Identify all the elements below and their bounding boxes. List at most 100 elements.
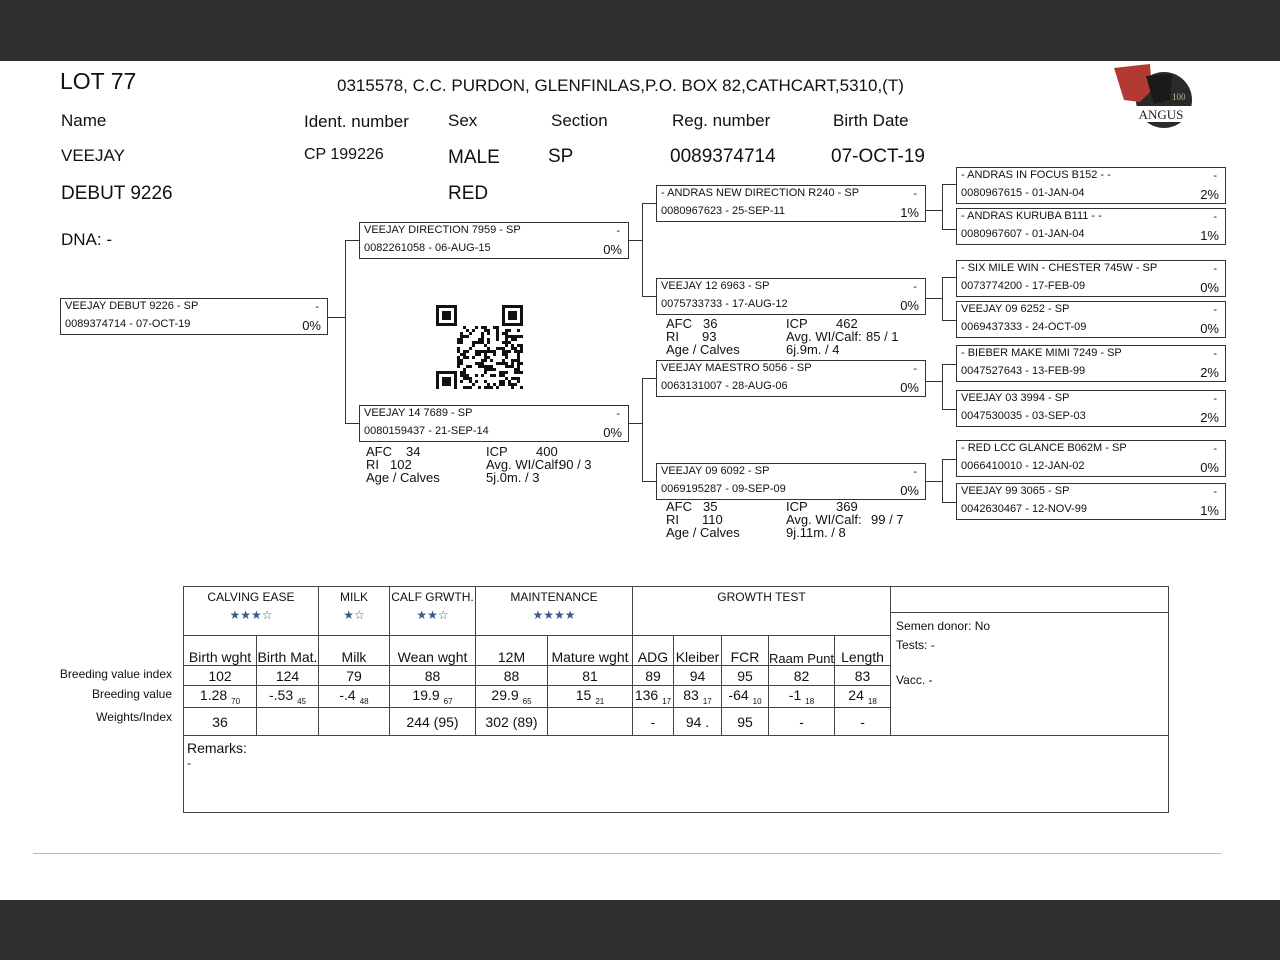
- bv-accuracy: 18: [805, 696, 815, 706]
- label-sex: Sex: [448, 111, 478, 130]
- pedigree-reg-date: 0047530035 - 03-SEP-03: [961, 410, 1086, 422]
- pedigree-percent: 1%: [1200, 503, 1219, 518]
- star-rating: ★★☆: [416, 608, 449, 622]
- pedigree-box-great-grandparent: - SIX MILE WIN - CHESTER 745W - SP - 00737…: [956, 260, 1226, 297]
- pedigree-dash: -: [1213, 348, 1217, 360]
- reg-value: 0089374714: [670, 146, 776, 167]
- column-header: Wean wght: [389, 635, 476, 666]
- pedigree-reg-date: 0063131007 - 28-AUG-06: [661, 380, 788, 392]
- tests: Tests: -: [896, 638, 935, 652]
- pedigree-box-great-grandparent: VEEJAY 99 3065 - SP - 0042630467 - 12-NOV-…: [956, 483, 1226, 520]
- bv-accuracy: 21: [595, 696, 605, 706]
- pedigree-dash: -: [1213, 443, 1217, 455]
- pedigree-box-great-grandparent: VEEJAY 03 3994 - SP - 0047530035 - 03-SEP-…: [956, 390, 1226, 427]
- stat-icp-l: ICP: [486, 444, 508, 459]
- group-header: CALVING EASE ★★★☆: [183, 586, 319, 636]
- bv-value: -.4: [339, 687, 356, 704]
- stat-avg: 99 / 7: [871, 512, 904, 527]
- weight-cell: 244 (95): [389, 707, 476, 736]
- section-value: SP: [548, 146, 574, 167]
- pedigree-dash: -: [913, 281, 917, 293]
- column-header: Raam Punt: [767, 635, 836, 666]
- pedigree-name: - ANDRAS KURUBA B111 - -: [961, 210, 1102, 222]
- stat-age: 9j.11m. / 8: [786, 525, 846, 540]
- bv-cell: 1.28 70: [183, 685, 257, 708]
- pedigree-percent: 0%: [900, 483, 919, 498]
- index-cell: 88: [389, 665, 476, 686]
- index-cell: 102: [183, 665, 257, 686]
- stat-avg-l: Avg. WI/Calf:: [786, 512, 862, 527]
- pedigree-dash: -: [913, 466, 917, 478]
- pedigree-dash: -: [1213, 393, 1217, 405]
- pedigree-name: VEEJAY DEBUT 9226 - SP: [65, 300, 199, 312]
- bv-cell: -1 18: [767, 685, 836, 708]
- stat-ri-l: RI: [666, 329, 679, 344]
- bv-cell: -.53 45: [256, 685, 319, 708]
- breeder-info: 0315578, C.C. PURDON, GLENFINLAS,P.O. BO…: [337, 76, 904, 95]
- bv-value: 24: [848, 687, 864, 704]
- bv-value: -64: [728, 687, 749, 704]
- index-cell: 124: [256, 665, 319, 686]
- bv-value: 1.28: [199, 687, 228, 704]
- label-name: Name: [61, 111, 107, 130]
- column-header: Milk: [318, 635, 390, 666]
- bv-value: -.53: [268, 687, 294, 704]
- pedigree-percent: 0%: [900, 380, 919, 395]
- pedigree-percent: 0%: [1200, 321, 1219, 336]
- index-cell: 82: [767, 665, 836, 686]
- stat-avg: 90 / 3: [559, 457, 592, 472]
- bv-accuracy: 48: [359, 696, 369, 706]
- remarks-cell: Remarks: -: [182, 735, 1170, 813]
- animal-name-1: VEEJAY: [61, 146, 125, 165]
- bv-accuracy: 18: [867, 696, 877, 706]
- pedigree-percent: 0%: [302, 318, 321, 333]
- stat-icp-l: ICP: [786, 316, 808, 331]
- pedigree-name: VEEJAY 09 6252 - SP: [961, 303, 1070, 315]
- pedigree-name: VEEJAY 99 3065 - SP: [961, 485, 1070, 497]
- pedigree-reg-date: 0089374714 - 07-OCT-19: [65, 318, 191, 330]
- pedigree-percent: 2%: [1200, 410, 1219, 425]
- dna-status: DNA: -: [61, 230, 112, 249]
- star-rating: ★☆: [343, 608, 365, 622]
- pedigree-percent: 1%: [1200, 228, 1219, 243]
- bv-cell: 24 18: [834, 685, 892, 708]
- side-info: Semen donor: No Tests: - Vacc. -: [890, 586, 1170, 736]
- pedigree-box-sire-sire: - ANDRAS NEW DIRECTION R240 - SP - 0080967…: [656, 185, 926, 222]
- column-header: FCR: [721, 635, 769, 666]
- stat-age-l: Age / Calves: [666, 525, 740, 540]
- pedigree-name: VEEJAY 12 6963 - SP: [661, 280, 770, 292]
- pedigree-reg-date: 0080159437 - 21-SEP-14: [364, 425, 489, 437]
- bv-cell: -64 10: [721, 685, 769, 708]
- group-header: CALF GRWTH. ★★☆: [389, 586, 476, 636]
- pedigree-box-great-grandparent: - BIEBER MAKE MIMI 7249 - SP - 0047527643 …: [956, 345, 1226, 382]
- svg-text:100: 100: [1172, 92, 1186, 102]
- pedigree-name: VEEJAY 03 3994 - SP: [961, 392, 1070, 404]
- pedigree-name: - ANDRAS NEW DIRECTION R240 - SP: [661, 187, 860, 199]
- remarks-label: Remarks:: [187, 740, 247, 756]
- svg-text:ANGUS: ANGUS: [1139, 107, 1184, 122]
- group-label: CALVING EASE: [207, 590, 295, 604]
- pedigree-box-dam-dam: VEEJAY 09 6092 - SP - 0069195287 - 09-SEP-…: [656, 463, 926, 500]
- breeding-values-table: CALVING EASE ★★★☆ MILK ★☆ CALF GRWTH. ★★☆ MAIN…: [182, 586, 1170, 813]
- pedigree-dash: -: [616, 225, 620, 237]
- bv-cell: -.4 48: [318, 685, 390, 708]
- pedigree-box-sire: VEEJAY DIRECTION 7959 - SP - 0082261058 - …: [359, 222, 629, 259]
- row-label-bv: Breeding value: [91, 687, 172, 701]
- pedigree-percent: 0%: [1200, 280, 1219, 295]
- bottom-bar: [0, 900, 1280, 960]
- column-header: ADG: [632, 635, 674, 666]
- weight-cell: -: [767, 707, 836, 736]
- pedigree-dash: -: [913, 188, 917, 200]
- angus-logo: ANGUS 100: [1114, 64, 1192, 128]
- index-cell: 95: [721, 665, 769, 686]
- weight-cell: -: [834, 707, 892, 736]
- bv-value: 136: [634, 687, 659, 704]
- pedigree-name: - BIEBER MAKE MIMI 7249 - SP: [961, 347, 1122, 359]
- column-header: Kleiber: [673, 635, 722, 666]
- stat-avg: 85 / 1: [866, 329, 899, 344]
- stat-ri-l: RI: [366, 457, 379, 472]
- pedigree-reg-date: 0082261058 - 06-AUG-15: [364, 242, 491, 254]
- pedigree-reg-date: 0069195287 - 09-SEP-09: [661, 483, 786, 495]
- pedigree-name: VEEJAY 14 7689 - SP: [364, 407, 473, 419]
- group-label: MAINTENANCE: [510, 590, 598, 604]
